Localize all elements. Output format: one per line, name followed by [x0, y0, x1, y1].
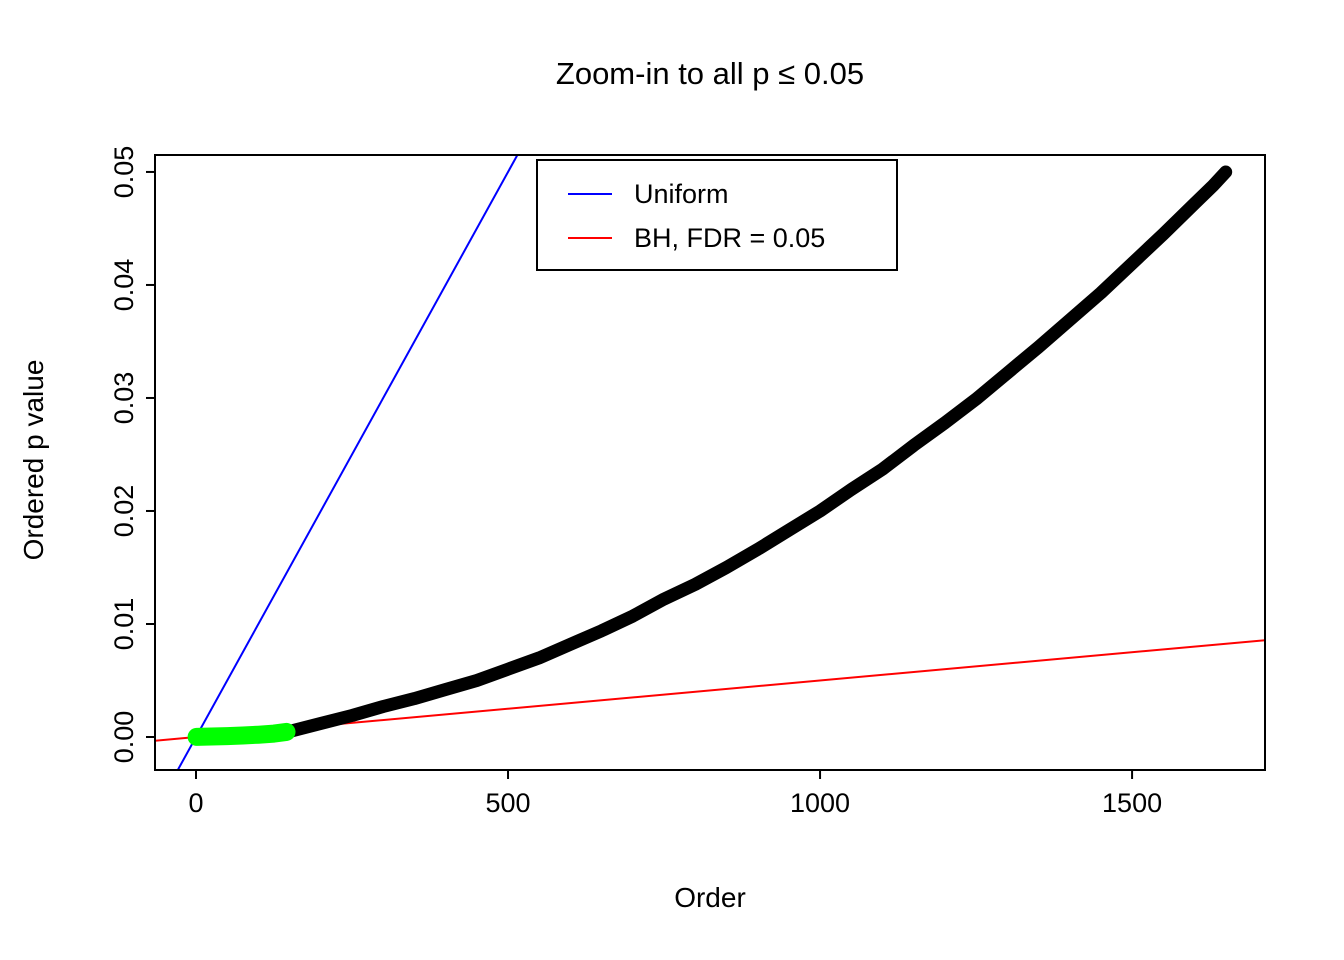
- series-ordered-p-values: [189, 165, 1233, 744]
- legend: Uniform BH, FDR = 0.05: [536, 159, 898, 271]
- chart-title: Zoom-in to all p ≤ 0.05: [555, 56, 865, 91]
- x-tick-label: 500: [485, 788, 530, 818]
- legend-label-bh: BH, FDR = 0.05: [634, 222, 826, 253]
- reference-line-uniform: [176, 155, 519, 770]
- legend-line-sample-uniform: [568, 193, 612, 195]
- y-tick-label: 0.00: [109, 711, 139, 764]
- y-axis-label: Ordered p value: [18, 359, 49, 561]
- x-tick-label: 1000: [790, 788, 850, 818]
- y-tick-label: 0.01: [109, 598, 139, 651]
- y-tick-label: 0.02: [109, 485, 139, 538]
- legend-entry-bh: BH, FDR = 0.05: [568, 221, 886, 255]
- x-tick-label: 1500: [1102, 788, 1162, 818]
- y-tick-label: 0.05: [109, 146, 139, 199]
- legend-label-uniform: Uniform: [634, 178, 729, 209]
- y-tick-label: 0.03: [109, 372, 139, 425]
- legend-entry-uniform: Uniform: [568, 177, 886, 211]
- plot-box: [154, 154, 1266, 771]
- y-tick-label: 0.04: [109, 259, 139, 312]
- x-axis-label: Order: [674, 882, 746, 913]
- legend-line-sample-bh: [568, 237, 612, 239]
- series-bh-significant: [187, 722, 296, 746]
- x-tick-label: 0: [188, 788, 203, 818]
